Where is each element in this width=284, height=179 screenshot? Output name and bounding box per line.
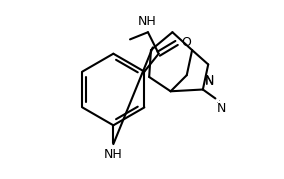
Text: N: N — [217, 102, 227, 115]
Text: N: N — [219, 100, 220, 101]
Text: O: O — [181, 36, 191, 49]
Text: NH: NH — [104, 148, 123, 161]
Text: NH: NH — [138, 15, 156, 28]
Text: N: N — [205, 74, 214, 87]
Text: N: N — [217, 102, 218, 103]
Text: N: N — [204, 75, 214, 88]
